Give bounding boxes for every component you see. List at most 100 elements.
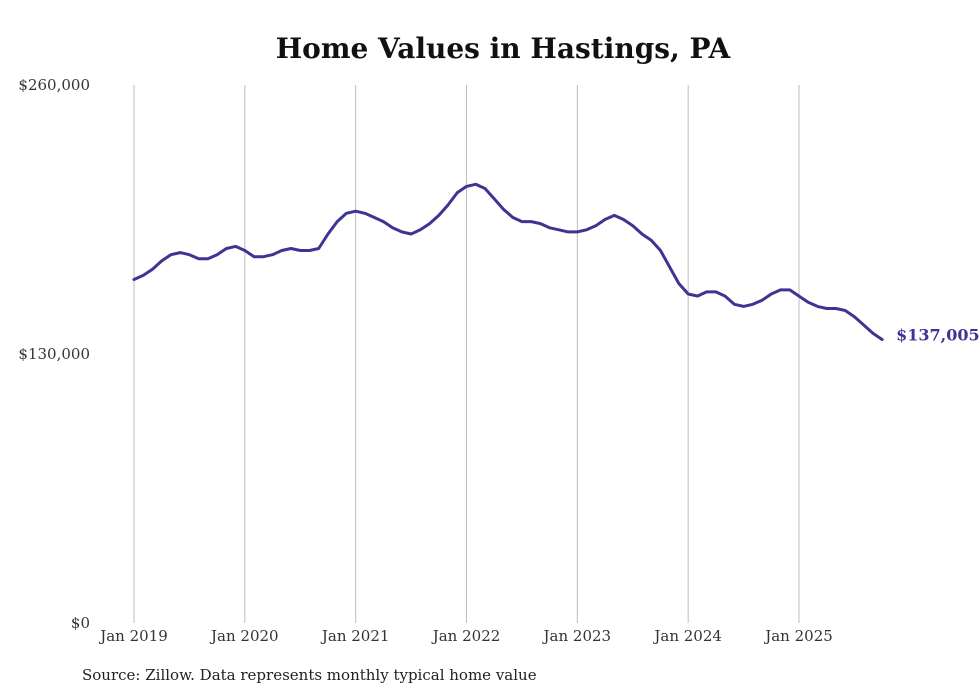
y-tick-label: $0	[71, 614, 90, 632]
data-point	[299, 249, 302, 252]
data-point	[557, 228, 561, 232]
data-point	[151, 267, 154, 271]
data-point	[372, 216, 376, 219]
data-point	[677, 282, 681, 285]
data-point	[142, 274, 145, 277]
data-point	[160, 259, 163, 263]
y-axis-ticks: $0 $130,000 $260,000	[18, 76, 90, 632]
source-note: Source: Zillow. Data represents monthly …	[82, 666, 537, 684]
data-point	[714, 290, 718, 294]
data-point	[742, 305, 745, 308]
data-point	[529, 220, 533, 223]
data-point	[446, 203, 450, 207]
x-tick-label: Jan 2021	[320, 627, 390, 645]
data-point	[188, 253, 191, 256]
data-point	[760, 299, 764, 302]
data-point	[539, 222, 542, 225]
data-point	[871, 332, 875, 335]
data-point	[243, 249, 247, 252]
data-point	[770, 292, 773, 296]
data-point	[705, 290, 708, 294]
data-point	[797, 294, 801, 298]
x-tick-label: Jan 2022	[431, 627, 501, 645]
data-point	[262, 255, 265, 258]
data-point	[816, 305, 819, 308]
data-point	[132, 278, 136, 281]
y-tick-label: $130,000	[18, 345, 90, 363]
data-point	[317, 247, 320, 250]
data-point	[465, 185, 468, 188]
line-chart: Home Values in Hastings, PA $0 $130,000 $2…	[18, 32, 980, 645]
end-value-label: $137,005	[896, 326, 980, 345]
data-point	[169, 253, 173, 256]
data-point	[335, 220, 339, 223]
data-point	[696, 294, 699, 298]
data-point	[419, 228, 422, 232]
data-point	[723, 294, 727, 298]
data-point	[640, 232, 644, 236]
data-point	[382, 220, 385, 223]
data-point	[391, 226, 394, 229]
data-point	[585, 228, 588, 232]
data-point	[456, 191, 459, 194]
data-point	[345, 212, 348, 215]
data-point	[197, 257, 200, 261]
data-point	[437, 214, 440, 217]
data-point	[853, 315, 856, 318]
x-tick-label: Jan 2023	[542, 627, 612, 645]
data-point	[280, 249, 283, 252]
data-point	[659, 249, 662, 252]
data-point	[271, 253, 274, 256]
data-point	[650, 238, 653, 242]
data-point	[668, 265, 671, 269]
data-point	[520, 220, 524, 223]
data-point	[474, 183, 477, 186]
data-point	[566, 230, 570, 234]
data-point	[326, 232, 330, 236]
data-point	[686, 292, 690, 296]
data-point	[215, 253, 219, 256]
chart-title: Home Values in Hastings, PA	[276, 32, 732, 65]
data-point	[363, 212, 367, 215]
data-point	[622, 218, 625, 221]
data-point	[594, 224, 598, 227]
data-point	[493, 197, 496, 201]
data-point	[603, 218, 607, 221]
data-point	[178, 251, 182, 254]
x-tick-label: Jan 2024	[652, 627, 722, 645]
data-point	[511, 216, 514, 219]
data-point	[751, 303, 755, 306]
data-point	[289, 247, 293, 250]
data-point	[843, 309, 847, 312]
data-point	[631, 224, 634, 227]
data-point	[234, 245, 237, 248]
series-layer: $137,005	[132, 182, 980, 345]
data-point	[834, 307, 838, 310]
data-point	[483, 187, 487, 190]
data-point	[428, 222, 431, 225]
data-point	[788, 288, 791, 292]
data-point	[862, 323, 865, 327]
data-point	[409, 232, 413, 236]
data-point	[548, 226, 551, 229]
data-point	[354, 210, 357, 213]
data-point	[613, 214, 616, 217]
x-tick-label: Jan 2019	[98, 627, 168, 645]
x-tick-label: Jan 2020	[209, 627, 279, 645]
data-point	[252, 255, 256, 258]
data-point	[225, 247, 228, 250]
data-point	[502, 207, 505, 211]
data-point	[880, 338, 884, 341]
x-axis-ticks: Jan 2019 Jan 2020 Jan 2021 Jan 2022 Jan 2023…	[98, 627, 833, 645]
y-tick-label: $260,000	[18, 76, 90, 94]
series-line	[132, 182, 884, 341]
data-point	[825, 307, 828, 310]
data-point	[400, 230, 404, 234]
data-point	[807, 301, 810, 304]
data-point	[576, 230, 579, 234]
gridlines	[133, 85, 800, 623]
data-point	[308, 249, 311, 252]
data-point	[779, 288, 782, 292]
x-tick-label: Jan 2025	[763, 627, 833, 645]
data-point	[206, 257, 210, 261]
